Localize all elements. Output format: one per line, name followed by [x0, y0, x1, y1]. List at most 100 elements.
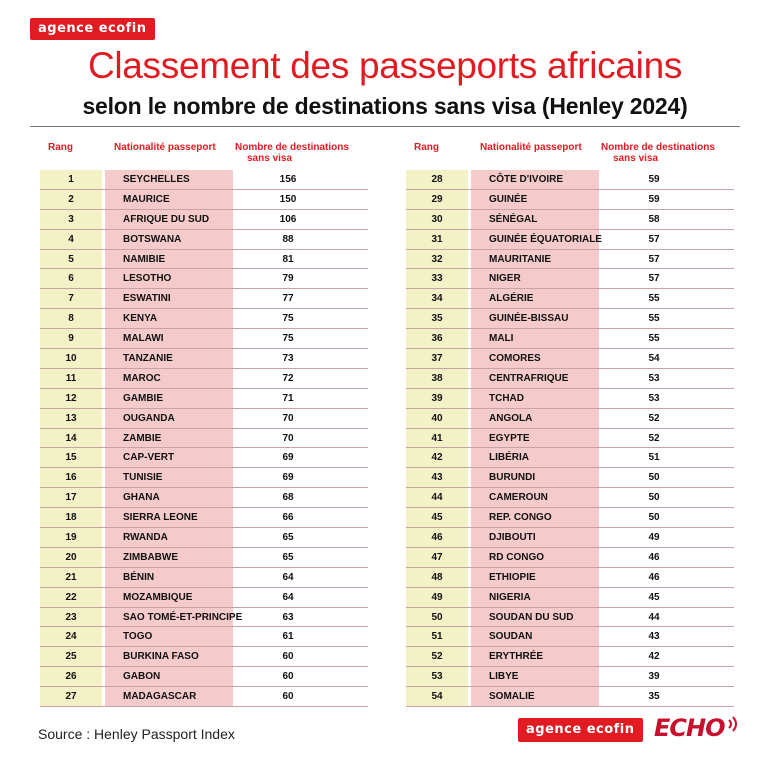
count-cell: 54: [648, 353, 660, 365]
count-cell: 58: [648, 213, 660, 225]
rank-cell: 32: [406, 249, 468, 269]
rank-cell: 30: [406, 209, 468, 229]
country-cell: MAROC: [105, 368, 233, 388]
country-cell: ERYTHRÉE: [471, 647, 599, 667]
table-row: 41 EGYPTE 52: [406, 428, 734, 449]
count-cell: 59: [648, 193, 660, 205]
count-cell: 69: [282, 472, 294, 484]
table-row: 32 MAURITANIE 57: [406, 249, 734, 270]
country-cell: LESOTHO: [105, 269, 233, 289]
country-cell: ZIMBABWE: [105, 547, 233, 567]
header-nationality: Nationalité passeport: [480, 142, 582, 153]
rank-cell: 22: [40, 587, 102, 607]
rank-cell: 21: [40, 567, 102, 587]
country-cell: SOUDAN: [471, 627, 599, 647]
country-cell: MADAGASCAR: [105, 687, 233, 707]
count-cell: 53: [648, 372, 660, 384]
table-row: 7 ESWATINI 77: [40, 289, 368, 310]
rank-cell: 27: [40, 687, 102, 707]
header-count-line1: Nombre de destinations: [601, 142, 715, 153]
table-row: 48 ETHIOPIE 46: [406, 567, 734, 588]
count-cell: 52: [648, 432, 660, 444]
count-cell: 50: [648, 472, 660, 484]
count-cell: 57: [648, 273, 660, 285]
rank-cell: 25: [40, 647, 102, 667]
table-row: 54 SOMALIE 35: [406, 687, 734, 708]
table-header-left: Rang Nationalité passeport Nombre de des…: [40, 140, 368, 170]
rank-cell: 28: [406, 170, 468, 189]
table-row: 53 LIBYE 39: [406, 667, 734, 688]
rank-cell: 50: [406, 607, 468, 627]
header-count: Nombre de destinations sans visa: [235, 142, 355, 164]
count-cell: 44: [648, 611, 660, 623]
header-nationality: Nationalité passeport: [114, 142, 216, 153]
count-cell: 60: [282, 651, 294, 663]
count-cell: 61: [282, 631, 294, 643]
table-row: 22 MOZAMBIQUE 64: [40, 587, 368, 608]
table-row: 14 ZAMBIE 70: [40, 428, 368, 449]
header-count: Nombre de destinations sans visa: [601, 142, 721, 164]
rank-cell: 1: [40, 170, 102, 189]
country-cell: ALGÉRIE: [471, 289, 599, 309]
country-cell: MALI: [471, 329, 599, 349]
rank-cell: 54: [406, 687, 468, 707]
count-cell: 66: [282, 512, 294, 524]
country-cell: CAP-VERT: [105, 448, 233, 468]
rank-cell: 31: [406, 229, 468, 249]
rank-cell: 5: [40, 249, 102, 269]
rank-cell: 46: [406, 528, 468, 547]
table-row: 33 NIGER 57: [406, 269, 734, 290]
rank-cell: 29: [406, 189, 468, 209]
table-header-right: Rang Nationalité passeport Nombre de des…: [406, 140, 734, 170]
country-cell: SIERRA LEONE: [105, 508, 233, 528]
country-cell: NIGER: [471, 269, 599, 289]
rank-cell: 42: [406, 448, 468, 468]
count-cell: 57: [648, 233, 660, 245]
table-row: 45 REP. CONGO 50: [406, 508, 734, 529]
table-row: 21 BÉNIN 64: [40, 567, 368, 588]
country-cell: GUINÉE ÉQUATORIALE: [471, 229, 602, 249]
count-cell: 43: [648, 631, 660, 643]
agence-ecofin-logo-bottom: agence ecofin: [518, 718, 643, 742]
table-row: 40 ANGOLA 52: [406, 408, 734, 429]
table-row: 8 KENYA 75: [40, 309, 368, 330]
country-cell: OUGANDA: [105, 408, 233, 428]
country-cell: BURUNDI: [471, 468, 599, 488]
rank-cell: 3: [40, 209, 102, 229]
table-row: 35 GUINÉE-BISSAU 55: [406, 309, 734, 330]
count-cell: 63: [282, 611, 294, 623]
country-cell: MAURICE: [105, 189, 233, 209]
rank-cell: 33: [406, 269, 468, 289]
table-row: 19 RWANDA 65: [40, 528, 368, 548]
country-cell: NIGERIA: [471, 587, 599, 607]
count-cell: 106: [279, 213, 297, 225]
count-cell: 156: [279, 174, 297, 185]
count-cell: 51: [648, 452, 660, 464]
country-cell: LIBÉRIA: [471, 448, 599, 468]
rank-cell: 52: [406, 647, 468, 667]
count-cell: 68: [282, 492, 294, 504]
country-cell: RWANDA: [105, 528, 233, 547]
count-cell: 75: [282, 313, 294, 325]
table-row: 36 MALI 55: [406, 329, 734, 350]
count-cell: 45: [648, 591, 660, 603]
rank-cell: 12: [40, 388, 102, 408]
table-rows-left: 1 SEYCHELLES 156 2 MAURICE 150 3 AFRIQUE DU SUD…: [40, 170, 368, 708]
table-row: 25 BURKINA FASO 60: [40, 647, 368, 668]
table-row: 26 GABON 60: [40, 667, 368, 688]
count-cell: 75: [282, 333, 294, 345]
table-row: 34 ALGÉRIE 55: [406, 289, 734, 310]
country-cell: SEYCHELLES: [105, 170, 233, 189]
country-cell: MOZAMBIQUE: [105, 587, 233, 607]
table-row: 16 TUNISIE 69: [40, 468, 368, 489]
table-row: 5 NAMIBIE 81: [40, 249, 368, 270]
count-cell: 69: [282, 452, 294, 464]
table-row: 51 SOUDAN 43: [406, 627, 734, 648]
broadcast-waves-icon: [728, 716, 737, 732]
count-cell: 72: [282, 372, 294, 384]
count-cell: 50: [648, 512, 660, 524]
count-cell: 55: [648, 333, 660, 345]
country-cell: GUINÉE: [471, 189, 599, 209]
country-cell: SAO TOMÉ-ET-PRINCIPE: [105, 607, 242, 627]
rank-cell: 49: [406, 587, 468, 607]
